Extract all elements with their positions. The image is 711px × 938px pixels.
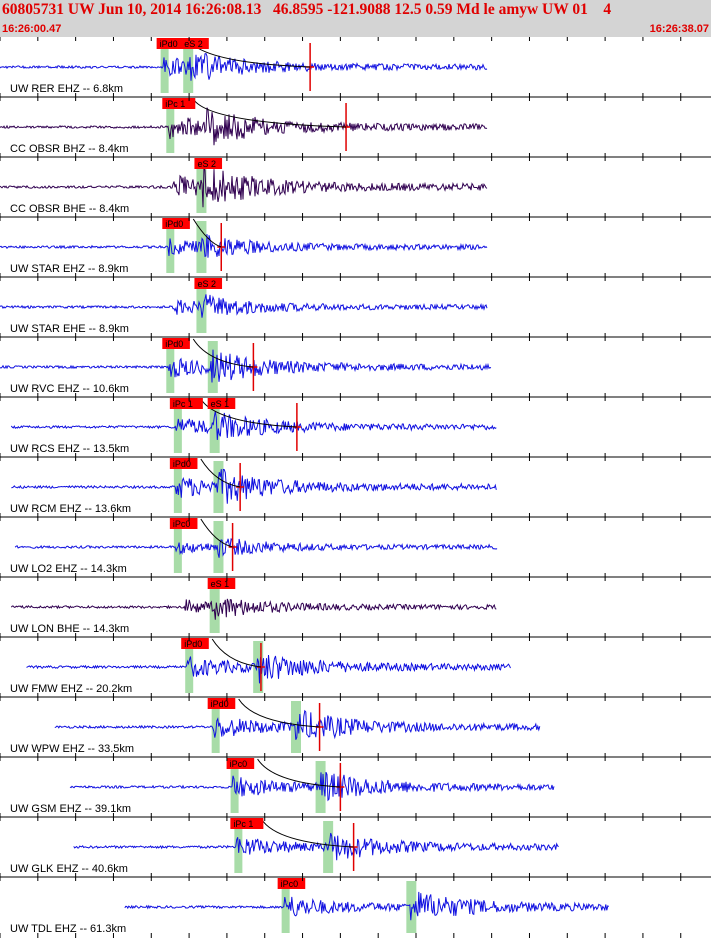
p-pick-box bbox=[230, 818, 264, 829]
p-pick-box bbox=[162, 338, 190, 349]
s-pick-window bbox=[290, 701, 301, 753]
waveform-trace bbox=[0, 166, 488, 208]
p-pick-box bbox=[277, 878, 306, 889]
p-pick-label: iPd0 bbox=[160, 39, 178, 49]
station-label: UW STAR EHE -- 8.9km bbox=[10, 323, 129, 335]
waveform-trace bbox=[0, 349, 492, 383]
s-pick-box bbox=[207, 578, 236, 589]
waveform-trace bbox=[26, 654, 511, 684]
waveform-trace bbox=[14, 538, 498, 558]
p-pick-label: iPd0 bbox=[173, 459, 191, 469]
p-pick-window bbox=[185, 641, 194, 693]
theoretical-curve bbox=[192, 218, 222, 248]
p-pick-box bbox=[156, 38, 185, 49]
s-pick-window bbox=[209, 401, 220, 453]
waveform-trace bbox=[11, 468, 497, 504]
s-pick-box bbox=[194, 278, 223, 289]
p-pick-label: iPc 1 bbox=[165, 99, 185, 109]
p-pick-label: iPd0 bbox=[184, 639, 202, 649]
p-pick-box bbox=[226, 758, 255, 769]
waveform-trace bbox=[0, 294, 488, 318]
p-pick-label: iPc0 bbox=[281, 879, 299, 889]
p-pick-label: iPd0 bbox=[211, 699, 229, 709]
s-pick-label: eS 1 bbox=[211, 399, 230, 409]
s-pick-window bbox=[406, 881, 417, 933]
station-label: UW GSM EHZ -- 39.1km bbox=[10, 803, 131, 815]
p-pick-window bbox=[211, 701, 220, 753]
p-pick-label: iPd0 bbox=[165, 219, 183, 229]
s-pick-label: eS 1 bbox=[211, 579, 230, 589]
p-pick-label: iPc 1 bbox=[233, 819, 253, 829]
p-pick-box bbox=[169, 518, 198, 529]
p-pick-label: iPc 1 bbox=[173, 399, 193, 409]
s-pick-label: eS 2 bbox=[184, 39, 203, 49]
station-label: UW RCM EHZ -- 13.6km bbox=[10, 503, 131, 515]
waveform-trace bbox=[10, 598, 497, 620]
station-label: UW LO2 EHZ -- 14.3km bbox=[10, 563, 127, 575]
s-pick-box bbox=[194, 158, 223, 169]
theoretical-curve bbox=[192, 98, 347, 128]
waveform-trace bbox=[69, 772, 555, 802]
station-label: UW GLK EHZ -- 40.6km bbox=[10, 863, 128, 875]
s-pick-window bbox=[213, 461, 224, 513]
event-title: 60805731 UW Jun 10, 2014 16:26:08.13 46.… bbox=[2, 1, 612, 18]
p-pick-window bbox=[166, 221, 175, 273]
waveform-trace bbox=[10, 411, 497, 440]
p-pick-box bbox=[181, 638, 209, 649]
theoretical-curve bbox=[200, 398, 297, 428]
waveform-trace bbox=[0, 107, 488, 146]
theoretical-curve bbox=[260, 818, 354, 848]
end-time-label: 16:26:38.07 bbox=[649, 23, 709, 35]
p-pick-label: iPd0 bbox=[165, 339, 183, 349]
p-pick-box bbox=[162, 218, 190, 229]
waveform-trace bbox=[73, 832, 559, 861]
theoretical-curve bbox=[192, 338, 254, 368]
seismogram-plot: iPd0 eS 2 UW RER EHZ -- 6.8km iPc 1 CC OBSR … bbox=[0, 37, 711, 938]
s-pick-window bbox=[196, 161, 207, 213]
station-label: CC OBSR BHZ -- 8.4km bbox=[10, 143, 129, 155]
station-label: UW FMW EHZ -- 20.2km bbox=[10, 683, 132, 695]
theoretical-curve bbox=[257, 758, 341, 788]
theoretical-curve bbox=[200, 518, 233, 548]
s-pick-box bbox=[181, 38, 209, 49]
station-label: CC OBSR BHE -- 8.4km bbox=[10, 203, 129, 215]
s-pick-window bbox=[196, 281, 207, 333]
s-pick-label: eS 2 bbox=[197, 279, 216, 289]
p-pick-box bbox=[169, 458, 198, 469]
waveform-trace bbox=[0, 53, 488, 81]
p-pick-box bbox=[207, 698, 236, 709]
s-pick-window bbox=[209, 581, 220, 633]
p-pick-label: iPc0 bbox=[173, 519, 191, 529]
s-pick-label: eS 2 bbox=[197, 159, 216, 169]
theoretical-curve bbox=[211, 638, 262, 668]
station-label: UW TDL EHZ -- 61.3km bbox=[10, 923, 126, 935]
p-pick-label: iPc0 bbox=[230, 759, 248, 769]
waveform-trace bbox=[124, 891, 610, 921]
waveform-trace bbox=[0, 234, 488, 258]
start-time-label: 16:26:00.47 bbox=[2, 23, 62, 35]
station-label: UW STAR EHZ -- 8.9km bbox=[10, 263, 128, 275]
station-label: UW RVC EHZ -- 10.6km bbox=[10, 383, 129, 395]
theoretical-curve bbox=[200, 458, 241, 488]
waveform-trace bbox=[54, 709, 541, 740]
theoretical-curve bbox=[238, 698, 320, 728]
event-header: 60805731 UW Jun 10, 2014 16:26:08.13 46.… bbox=[0, 0, 711, 37]
p-pick-window bbox=[166, 101, 175, 153]
p-pick-window bbox=[173, 401, 182, 453]
station-label: UW WPW EHZ -- 33.5km bbox=[10, 743, 134, 755]
station-label: UW RER EHZ -- 6.8km bbox=[10, 83, 123, 95]
p-pick-box bbox=[169, 398, 203, 409]
s-pick-window bbox=[213, 521, 224, 573]
p-pick-box bbox=[162, 98, 196, 109]
s-pick-box bbox=[207, 398, 236, 409]
p-pick-window bbox=[281, 881, 290, 933]
station-label: UW LON BHE -- 14.3km bbox=[10, 623, 129, 635]
station-label: UW RCS EHZ -- 13.5km bbox=[10, 443, 129, 455]
